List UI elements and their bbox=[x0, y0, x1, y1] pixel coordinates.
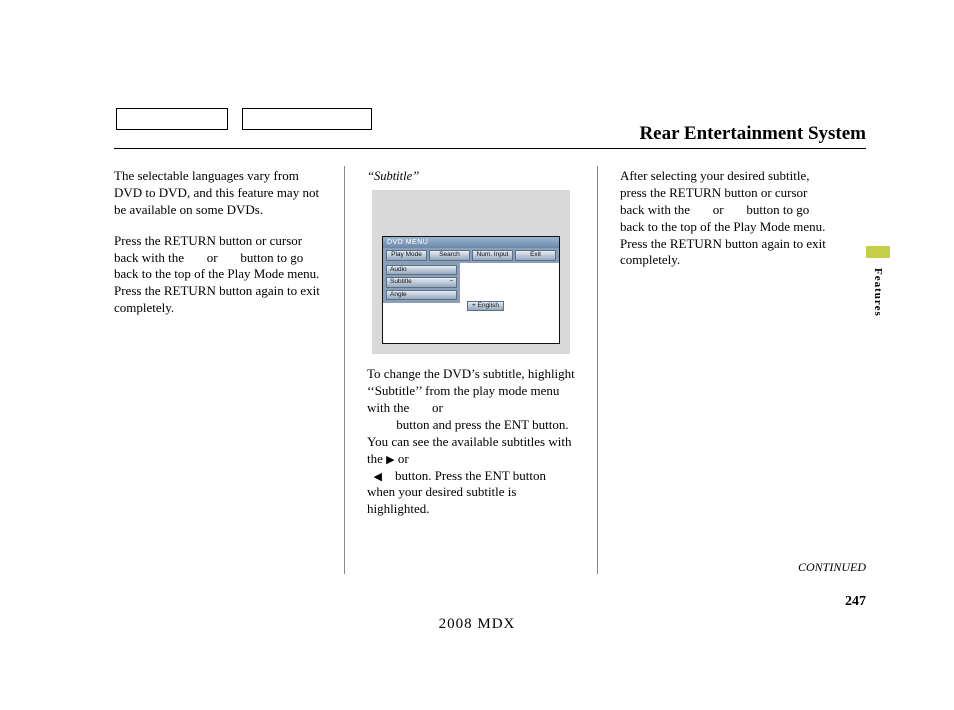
page-title: Rear Entertainment System bbox=[639, 123, 866, 145]
dvd-btn-audio: Audio bbox=[386, 265, 457, 276]
blank-gap bbox=[385, 468, 392, 483]
section-tab-label: Features bbox=[872, 268, 884, 317]
header-rule bbox=[114, 148, 866, 149]
dvd-subtitle-value: + English bbox=[467, 301, 504, 312]
blank-gap bbox=[693, 202, 709, 217]
manual-page: Rear Entertainment System The selectable… bbox=[0, 0, 954, 710]
col1-para-2: Press the RETURN button or cursor back w… bbox=[114, 233, 322, 317]
blank-gap bbox=[367, 468, 370, 483]
dvd-btn-angle: Angle bbox=[386, 290, 457, 301]
dvd-btn-subtitle: Subtitle− bbox=[386, 277, 457, 288]
dvd-tab-exit: Exit bbox=[515, 250, 556, 261]
column-divider bbox=[597, 166, 598, 574]
column-divider bbox=[344, 166, 345, 574]
col2-para-1: To change the DVD’s subtitle, highlight … bbox=[367, 366, 575, 518]
dvd-screenshot-figure: DVD MENU Play Mode Search Num. Input Exi… bbox=[372, 190, 570, 354]
dvd-top-tabs: Play Mode Search Num. Input Exit bbox=[383, 248, 559, 263]
subtitle-heading: ‘‘Subtitle’’ bbox=[367, 168, 575, 184]
top-reference-boxes bbox=[116, 108, 372, 130]
dvd-screen: DVD MENU Play Mode Search Num. Input Exi… bbox=[382, 236, 560, 344]
column-3: After selecting your desired subtitle, p… bbox=[620, 168, 828, 574]
column-1: The selectable languages vary from DVD t… bbox=[114, 168, 322, 574]
dvd-submenu: Audio Subtitle− Angle + English bbox=[383, 263, 559, 304]
col3-para-1: After selecting your desired subtitle, p… bbox=[620, 168, 828, 269]
dvd-tab-playmode: Play Mode bbox=[386, 250, 427, 261]
blank-gap bbox=[413, 400, 429, 415]
dvd-tab-numinput: Num. Input bbox=[472, 250, 513, 261]
column-2: ‘‘Subtitle’’ DVD MENU Play Mode Search N… bbox=[367, 168, 575, 574]
blank-gap bbox=[221, 250, 237, 265]
blank-gap bbox=[187, 250, 203, 265]
reference-box-2 bbox=[242, 108, 372, 130]
footer-model: 2008 MDX bbox=[0, 616, 954, 633]
dvd-menu-title: DVD MENU bbox=[383, 237, 559, 248]
section-tab-marker bbox=[866, 246, 890, 258]
col1-para-1: The selectable languages vary from DVD t… bbox=[114, 168, 322, 219]
blank-gap bbox=[367, 417, 393, 432]
continued-label: CONTINUED bbox=[798, 560, 866, 575]
reference-box-1 bbox=[116, 108, 228, 130]
content-columns: The selectable languages vary from DVD t… bbox=[114, 168, 854, 574]
triangle-left-icon: ◀ bbox=[374, 470, 382, 482]
blank-gap bbox=[727, 202, 743, 217]
dvd-tab-search: Search bbox=[429, 250, 470, 261]
page-number: 247 bbox=[845, 594, 866, 610]
triangle-right-icon: ▶ bbox=[386, 454, 394, 466]
